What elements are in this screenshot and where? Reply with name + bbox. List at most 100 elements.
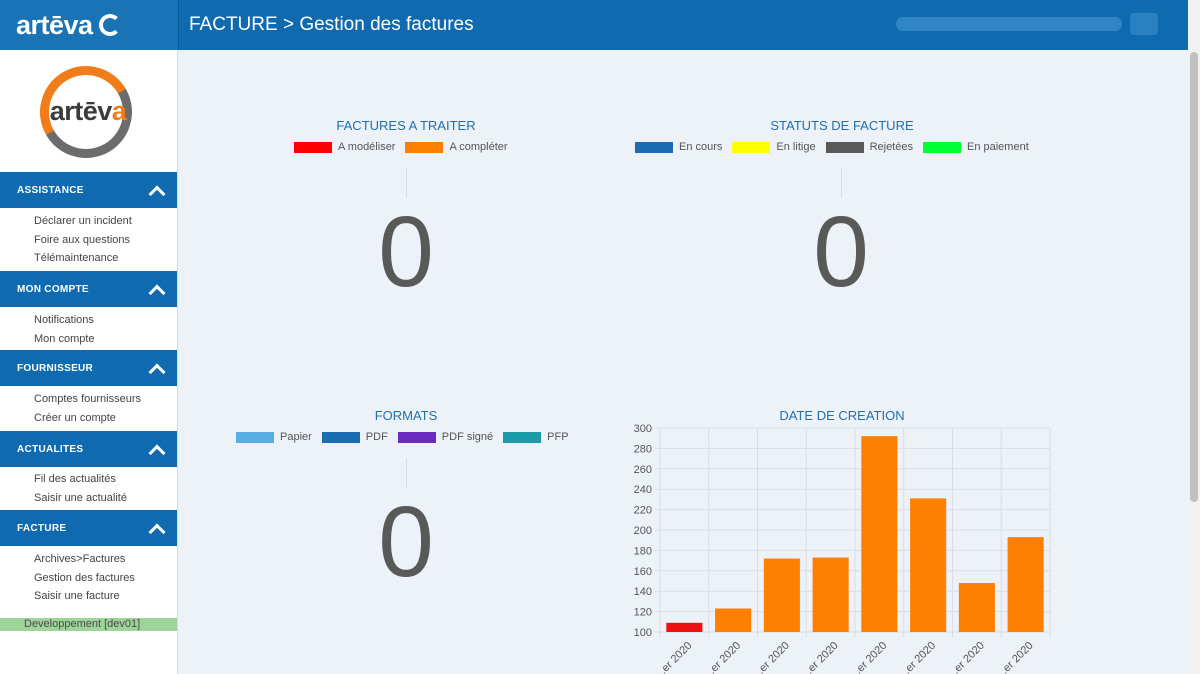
page-header: FACTURE > Gestion des factures [178, 0, 1188, 50]
legend-swatch [397, 431, 436, 443]
environment-badge: Developpement [dev01] [0, 618, 177, 631]
sidebar: artēva ASSISTANCE Déclarer un incident F… [0, 50, 178, 674]
logo-wordmark: artēva [49, 96, 127, 126]
x-tick-label: ...er 2020 [653, 640, 694, 674]
nav-saisir-facture[interactable]: Saisir une facture [34, 590, 120, 602]
legend-swatch [321, 431, 360, 443]
legend-statuts: En cours En litige Rejetées En paiement [635, 141, 1039, 153]
panel-title-a-traiter: FACTURES A TRAITER [336, 118, 476, 133]
panel-title-statuts: STATUTS DE FACTURE [770, 118, 914, 133]
user-menu-icon[interactable] [1130, 13, 1158, 35]
bar-chart-svg: 100 120 140 160 180 200 220 240 260 280 300 ...er 2… [634, 424, 1051, 674]
chart-bar[interactable] [666, 622, 703, 632]
legend-swatch [732, 141, 771, 153]
x-tick-label: ...er 2020 [702, 640, 743, 674]
chart-title: DATE DE CREATION [779, 408, 905, 423]
chart-bar[interactable] [958, 583, 995, 632]
legend-swatch [405, 141, 444, 153]
legend-item[interactable]: Papier [236, 431, 312, 443]
chevron-up-icon[interactable] [149, 183, 163, 197]
y-tick-label: 180 [634, 545, 652, 557]
chart-bar[interactable] [763, 558, 800, 632]
section-actualites[interactable]: ACTUALITES [0, 431, 177, 467]
scrollbar-thumb[interactable] [1190, 52, 1198, 502]
count-a-traiter: 0 [378, 196, 434, 308]
legend-a-traiter: A modéliser A compléter [294, 141, 518, 153]
legend-swatch [825, 141, 864, 153]
x-tick-label: ...er 2020 [897, 640, 938, 674]
legend-swatch [922, 141, 961, 153]
x-tick-label: ...er 2020 [994, 640, 1035, 674]
legend-item[interactable]: En cours [635, 141, 722, 153]
nav-faq[interactable]: Foire aux questions [34, 234, 130, 246]
chart-bar[interactable] [861, 436, 898, 632]
chevron-up-icon[interactable] [149, 361, 163, 375]
brand-logo[interactable]: artēva [0, 0, 178, 50]
nav-telemaintenance[interactable]: Télémaintenance [34, 252, 119, 264]
y-tick-label: 200 [634, 525, 652, 537]
y-tick-label: 260 [634, 464, 652, 476]
nav-fil-actualites[interactable]: Fil des actualités [34, 473, 116, 485]
chart-bar[interactable] [715, 608, 752, 632]
nav-notifications[interactable]: Notifications [34, 314, 94, 326]
legend-item[interactable]: A compléter [405, 141, 508, 153]
legend-item[interactable]: A modéliser [294, 141, 395, 153]
divider-line [406, 458, 407, 488]
y-tick-label: 220 [634, 505, 652, 517]
y-tick-label: 140 [634, 586, 652, 598]
legend-formats: Papier PDF PDF signé PFP [236, 431, 579, 443]
chevron-up-icon[interactable] [149, 442, 163, 456]
legend-item[interactable]: PFP [503, 431, 569, 443]
company-logo: artēva [29, 55, 143, 169]
nav-archives-factures[interactable]: Archives>Factures [34, 553, 126, 565]
chart-bar[interactable] [812, 557, 849, 632]
nav-gestion-factures[interactable]: Gestion des factures [34, 572, 135, 584]
chevron-up-icon[interactable] [149, 521, 163, 535]
section-fournisseur[interactable]: FOURNISSEUR [0, 350, 177, 386]
section-assistance[interactable]: ASSISTANCE [0, 172, 177, 208]
chevron-up-icon[interactable] [149, 282, 163, 296]
y-tick-label: 120 [634, 607, 652, 619]
page-title: FACTURE > Gestion des factures [189, 14, 474, 35]
nav-saisir-actualite[interactable]: Saisir une actualité [34, 492, 127, 504]
y-tick-label: 280 [634, 443, 652, 455]
section-title: FACTURE [17, 522, 67, 534]
legend-item[interactable]: En litige [732, 141, 816, 153]
y-tick-label: 100 [634, 627, 652, 639]
count-formats: 0 [378, 486, 434, 598]
x-tick-label: ...er 2020 [946, 640, 987, 674]
section-title: FOURNISSEUR [17, 362, 94, 374]
nav-mon-compte[interactable]: Mon compte [34, 333, 95, 345]
chart-bar[interactable] [910, 498, 947, 632]
top-bar: artēva FACTURE > Gestion des factures [0, 0, 1188, 50]
date-creation-chart: 100 120 140 160 180 200 220 240 260 280 300 ...er 2… [608, 424, 1068, 674]
legend-swatch [236, 431, 274, 443]
y-tick-label: 160 [634, 566, 652, 578]
y-tick-label: 300 [634, 424, 652, 435]
user-info-blurred[interactable] [896, 17, 1122, 31]
nav-creer-compte[interactable]: Créer un compte [34, 412, 116, 424]
panel-title-formats: FORMATS [374, 408, 438, 423]
nav-comptes-fournisseurs[interactable]: Comptes fournisseurs [34, 393, 141, 405]
divider-line [841, 168, 842, 198]
legend-swatch [294, 141, 332, 153]
legend-item[interactable]: PDF [321, 431, 388, 443]
section-mon-compte[interactable]: MON COMPTE [0, 271, 177, 307]
brand-swirl-icon [98, 14, 121, 36]
nav-declarer-incident[interactable]: Déclarer un incident [34, 215, 132, 227]
y-tick-label: 240 [634, 484, 652, 496]
legend-item[interactable]: Rejetées [825, 141, 913, 153]
section-title: ACTUALITES [17, 443, 84, 455]
legend-item[interactable]: PDF signé [397, 431, 493, 443]
x-tick-label: ...er 2020 [799, 640, 840, 674]
legend-swatch [635, 141, 673, 153]
legend-item[interactable]: En paiement [922, 141, 1029, 153]
dashboard: FACTURES A TRAITER A modéliser A complét… [178, 50, 1188, 674]
section-title: ASSISTANCE [17, 184, 84, 196]
brand-name: artēva [16, 9, 93, 40]
section-title: MON COMPTE [17, 283, 89, 295]
divider-line [406, 168, 407, 198]
legend-swatch [503, 431, 542, 443]
section-facture[interactable]: FACTURE [0, 510, 177, 546]
chart-bar[interactable] [1007, 537, 1044, 632]
